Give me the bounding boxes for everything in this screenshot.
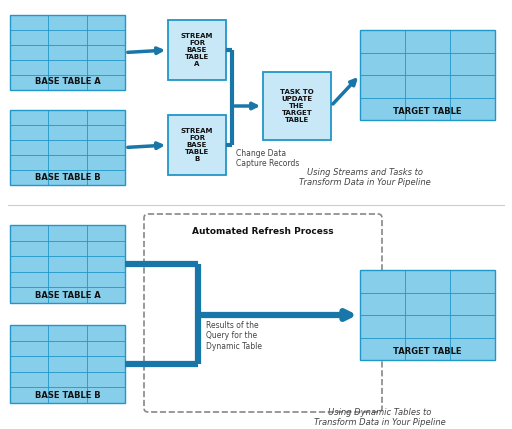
Bar: [168, 20, 226, 80]
Text: Automated Refresh Process: Automated Refresh Process: [192, 227, 334, 236]
Text: STREAM
FOR
BASE
TABLE
A: STREAM FOR BASE TABLE A: [181, 33, 213, 67]
Text: STREAM
FOR
BASE
TABLE
B: STREAM FOR BASE TABLE B: [181, 128, 213, 162]
Text: TARGET TABLE: TARGET TABLE: [393, 108, 462, 117]
Text: Change Data
Capture Records: Change Data Capture Records: [236, 149, 300, 169]
Bar: [10, 225, 125, 303]
Text: BASE TABLE A: BASE TABLE A: [35, 78, 100, 87]
Text: Using Streams and Tasks to
Transform Data in Your Pipeline: Using Streams and Tasks to Transform Dat…: [299, 168, 431, 187]
Text: Results of the
Query for the
Dynamic Table: Results of the Query for the Dynamic Tab…: [206, 321, 262, 351]
Bar: [10, 110, 125, 185]
Bar: [10, 15, 125, 90]
Text: BASE TABLE B: BASE TABLE B: [35, 390, 100, 399]
Text: Using Dynamic Tables to
Transform Data in Your Pipeline: Using Dynamic Tables to Transform Data i…: [314, 408, 446, 427]
Text: BASE TABLE A: BASE TABLE A: [35, 290, 100, 299]
Bar: [10, 325, 125, 403]
Bar: [263, 72, 331, 140]
Text: TARGET TABLE: TARGET TABLE: [393, 347, 462, 356]
Bar: [360, 270, 495, 360]
Text: TASK TO
UPDATE
THE
TARGET
TABLE: TASK TO UPDATE THE TARGET TABLE: [280, 89, 314, 123]
Bar: [360, 30, 495, 120]
Text: BASE TABLE B: BASE TABLE B: [35, 172, 100, 181]
Bar: [168, 115, 226, 175]
